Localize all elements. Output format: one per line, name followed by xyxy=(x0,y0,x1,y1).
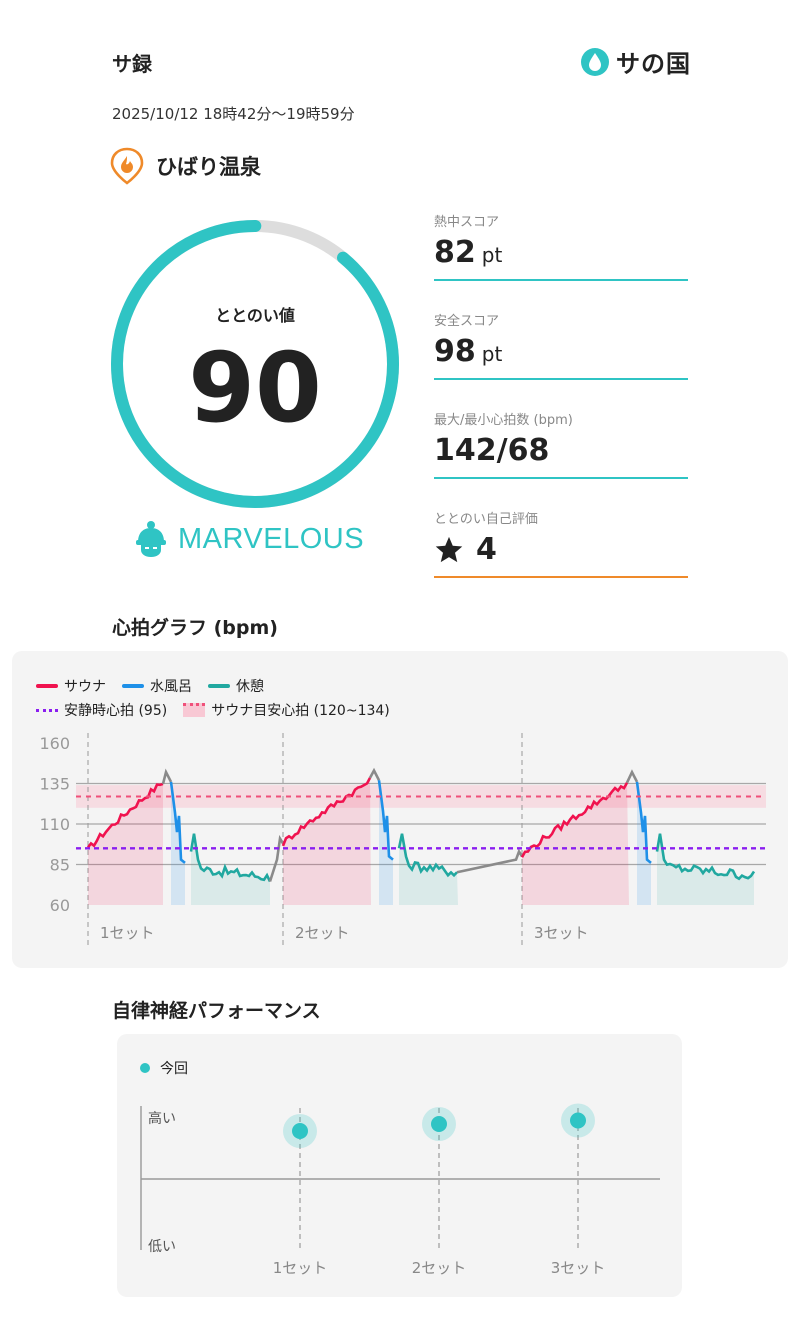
ans-low-label: 低い xyxy=(148,1239,176,1255)
ans-title: 自律神経パフォーマンス xyxy=(112,1000,321,1022)
facility-name: ひばり温泉 xyxy=(156,155,261,179)
sauna-hat-icon xyxy=(136,521,166,557)
ans-legend: 今回 xyxy=(140,1058,188,1078)
resting-swatch xyxy=(36,708,58,712)
sauna-swatch xyxy=(36,684,58,688)
heart-graph-title: 心拍グラフ (bpm) xyxy=(112,617,278,639)
rest-swatch xyxy=(208,684,230,688)
legend-resting: 安静時心拍 (95) xyxy=(36,700,167,720)
legend-resting-label: 安静時心拍 (95) xyxy=(64,703,168,719)
legend-target: サウナ目安心拍 (120~134) xyxy=(183,700,390,720)
legend-bath: 水風呂 xyxy=(122,676,192,696)
heat-score-unit: pt xyxy=(481,243,503,267)
brand-logo: サの国 xyxy=(580,44,691,79)
safety-score: 安全スコア 98 pt xyxy=(434,310,688,402)
star-icon xyxy=(435,536,463,562)
bath-swatch xyxy=(122,684,144,688)
ans-legend-dot xyxy=(140,1063,150,1073)
self-rating-value: 4 xyxy=(476,532,497,567)
score-label: ととのい値 xyxy=(215,306,295,325)
ans-legend-label: 今回 xyxy=(160,1061,188,1077)
legend-rest: 休憩 xyxy=(208,676,264,696)
heart-rate-range-label: 最大/最小心拍数 (bpm) xyxy=(434,413,573,428)
page-title: サ録 xyxy=(112,52,152,76)
heart-graph-card xyxy=(12,651,788,968)
divider xyxy=(434,576,688,578)
legend-target-label: サウナ目安心拍 (120~134) xyxy=(211,703,390,719)
score-value: 90 xyxy=(188,332,322,444)
ans-card xyxy=(117,1034,682,1297)
heat-score-value: 82 xyxy=(434,235,476,270)
rating-badge: MARVELOUS xyxy=(134,520,364,558)
score-gauge xyxy=(111,220,399,508)
safety-score-unit: pt xyxy=(481,342,503,366)
facility[interactable]: ひばり温泉 xyxy=(110,147,261,185)
divider xyxy=(434,378,688,380)
self-rating-label: ととのい自己評価 xyxy=(434,512,538,527)
heart-graph-legend-lines: 安静時心拍 (95) サウナ目安心拍 (120~134) xyxy=(36,700,390,720)
heart-rate-range: 最大/最小心拍数 (bpm) 142/68 xyxy=(434,409,688,501)
legend-sauna: サウナ xyxy=(36,676,106,696)
safety-score-label: 安全スコア xyxy=(434,314,500,329)
safety-score-value: 98 xyxy=(434,334,476,369)
divider xyxy=(434,477,688,479)
self-rating: ととのい自己評価 4 xyxy=(434,508,688,600)
ans-high-label: 高い xyxy=(148,1111,176,1127)
heart-rate-range-value: 142/68 xyxy=(434,433,550,468)
heat-score: 熱中スコア 82 pt xyxy=(434,211,688,303)
target-swatch xyxy=(183,703,206,717)
rating-text: MARVELOUS xyxy=(178,522,365,555)
legend-sauna-label: サウナ xyxy=(64,679,106,695)
session-datetime: 2025/10/12 18時42分〜19時59分 xyxy=(112,105,355,123)
divider xyxy=(434,279,688,281)
legend-rest-label: 休憩 xyxy=(236,679,264,695)
heart-graph-legend: サウナ 水風呂 休憩 xyxy=(36,676,264,696)
heat-score-label: 熱中スコア xyxy=(434,215,500,230)
flame-pin-icon xyxy=(110,147,144,185)
brand-text: サの国 xyxy=(616,50,691,78)
score-gauge-arc xyxy=(111,220,399,508)
drop-icon xyxy=(581,47,609,76)
legend-bath-label: 水風呂 xyxy=(150,679,192,695)
